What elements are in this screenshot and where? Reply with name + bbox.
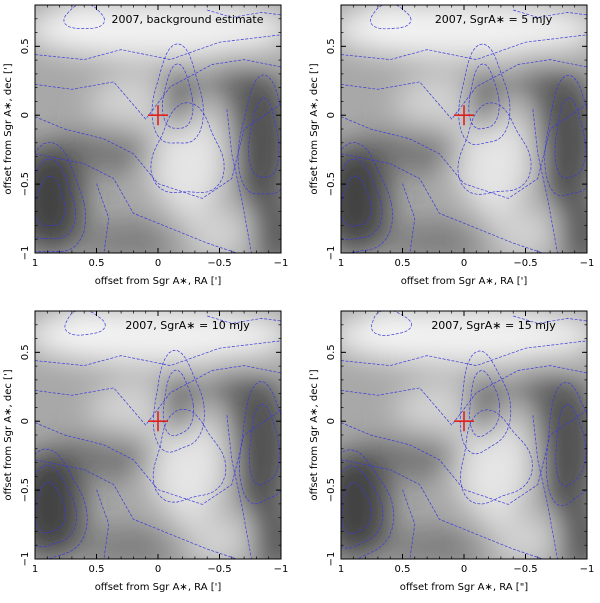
x-axis-label: offset from Sgr A∗, RA ['] [95,276,222,287]
panel-3: 1 0.5 0 −0.5 −1 −1 −0.5 0 0.5 2007, SgrA∗ = 10 mJ… [3,310,289,593]
x-tick-label: 1 [338,258,344,269]
panel-1: 1 0.5 0 −0.5 −1 −1 −0.5 0 0.5 2007, background es… [3,4,289,287]
y-axis-label: offset from Sgr A∗, dec ['] [309,63,320,194]
x-axis-label: offset from Sgr A∗, RA ['] [401,276,528,287]
x-tick-label: −0.5 [513,564,537,575]
x-tick-label: 1 [32,564,38,575]
panel-4: 1 0.5 0 −0.5 −1 −1 −0.5 0 0.5 2007, SgrA∗ = 15 mJ… [309,310,595,593]
y-axis-label: offset from Sgr A∗, dec ['] [3,63,14,194]
x-tick-label: −1 [274,564,289,575]
x-tick-label: 1 [32,258,38,269]
x-tick-label: 0.5 [89,258,105,269]
x-tick-label: −0.5 [207,564,231,575]
sgra-marker [454,105,474,126]
x-tick-label: 0 [155,564,161,575]
contour-lines [341,5,587,253]
y-tick-label: 0 [20,112,31,118]
y-tick-label: 0 [326,418,337,424]
contour-lines [35,5,281,253]
x-tick-label: −0.5 [513,258,537,269]
y-tick-label: 0.5 [326,344,337,360]
y-tick-label: −0.5 [326,172,337,196]
y-tick-label: 0 [326,112,337,118]
panel-title: 2007, SgrA∗ = 15 mJy [431,319,556,332]
x-tick-label: 0 [155,258,161,269]
y-tick-label: 0.5 [326,38,337,54]
y-tick-label: −1 [326,246,337,261]
y-tick-label: −0.5 [20,478,31,502]
y-axis-label: offset from Sgr A∗, dec ['] [3,369,14,500]
y-tick-label: −0.5 [20,172,31,196]
panel-title: 2007, SgrA∗ = 5 mJy [435,13,553,26]
contour-lines [35,311,281,559]
panel-2: 1 0.5 0 −0.5 −1 −1 −0.5 0 0.5 2007, SgrA∗ = 5 mJy… [309,4,595,287]
sgra-marker [454,411,474,432]
sgra-marker [148,105,168,126]
x-tick-label: 0.5 [89,564,105,575]
intensity-map [341,311,587,559]
y-tick-label: −1 [326,552,337,567]
intensity-map [341,5,587,253]
x-tick-label: 0.5 [395,564,411,575]
y-tick-label: 0.5 [20,344,31,360]
x-tick-label: 0 [461,258,467,269]
x-axis-label: offset from Sgr A∗, RA ["] [400,582,529,593]
y-tick-label: 0.5 [20,38,31,54]
intensity-map [35,311,281,559]
contour-lines [341,311,587,559]
x-tick-label: −1 [580,258,595,269]
x-tick-label: −1 [580,564,595,575]
panel-title: 2007, background estimate [112,13,264,26]
panel-title: 2007, SgrA∗ = 10 mJy [125,319,250,332]
x-tick-label: 0 [461,564,467,575]
x-tick-label: −0.5 [207,258,231,269]
y-tick-label: −1 [20,246,31,261]
x-axis-label: offset from Sgr A∗, RA ['] [95,582,222,593]
y-tick-label: −0.5 [326,478,337,502]
x-tick-label: −1 [274,258,289,269]
x-tick-label: 0.5 [395,258,411,269]
y-tick-label: 0 [20,418,31,424]
x-tick-label: 1 [338,564,344,575]
y-axis-label: offset from Sgr A∗, dec ['] [309,369,320,500]
y-tick-label: −1 [20,552,31,567]
intensity-map [35,5,281,253]
sgra-marker [148,411,168,432]
